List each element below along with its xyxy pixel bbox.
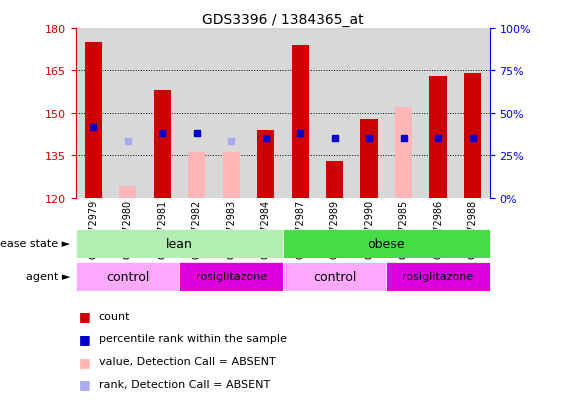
Bar [395,108,412,198]
Bar [180,262,283,291]
Bar [464,74,481,198]
Bar [222,153,240,198]
Text: rank, Detection Call = ABSENT: rank, Detection Call = ABSENT [99,379,270,389]
Bar [257,131,274,198]
Bar [84,43,102,198]
Text: lean: lean [166,237,193,250]
Bar [188,153,205,198]
Title: GDS3396 / 1384365_at: GDS3396 / 1384365_at [202,12,364,26]
Text: obese: obese [368,237,405,250]
Bar [119,187,136,198]
Text: ■: ■ [79,377,91,391]
Bar [283,229,490,258]
Text: value, Detection Call = ABSENT: value, Detection Call = ABSENT [99,356,275,366]
Bar [292,46,309,198]
Bar [154,91,171,198]
Bar [76,229,283,258]
Bar [430,77,446,198]
Text: ■: ■ [79,332,91,345]
Text: control: control [106,270,149,283]
Bar [360,119,378,198]
Text: agent ►: agent ► [26,272,70,282]
Bar [76,262,180,291]
Text: rosiglitazone: rosiglitazone [403,272,473,282]
Bar [188,153,205,198]
Text: percentile rank within the sample: percentile rank within the sample [99,334,287,344]
Text: ■: ■ [79,355,91,368]
Text: disease state ►: disease state ► [0,239,70,249]
Bar [326,161,343,198]
Text: rosiglitazone: rosiglitazone [195,272,267,282]
Text: count: count [99,311,130,321]
Bar [283,262,386,291]
Text: ■: ■ [79,309,91,323]
Bar [386,262,490,291]
Text: control: control [313,270,356,283]
